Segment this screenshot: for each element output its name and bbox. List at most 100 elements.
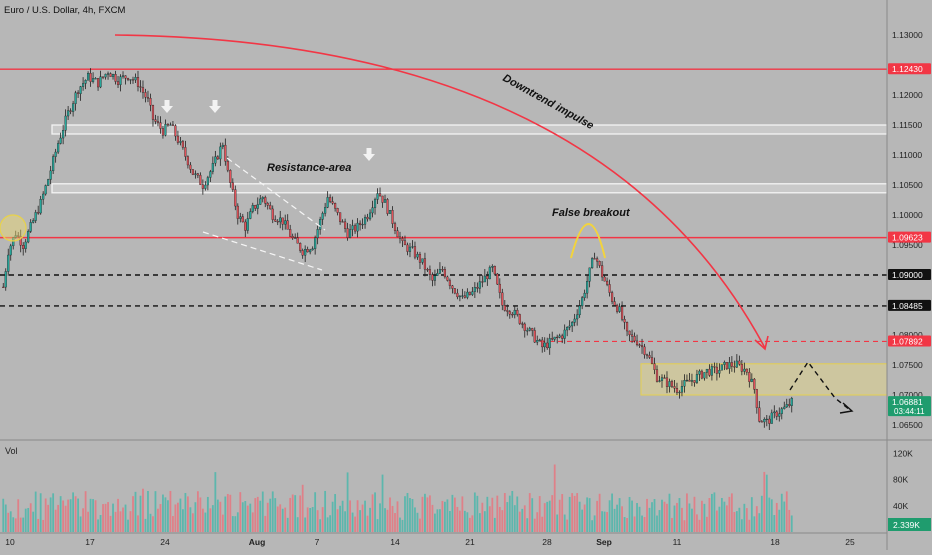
volume-bar xyxy=(72,492,75,532)
volume-current-tag xyxy=(888,518,931,531)
volume-bar xyxy=(511,490,514,532)
volume-bar xyxy=(194,502,197,532)
candle-body xyxy=(705,368,708,373)
candle-body xyxy=(418,253,422,263)
volume-bar xyxy=(206,496,209,532)
candle-body xyxy=(184,147,187,157)
price-tick-label: 1.07000 xyxy=(892,390,923,400)
volume-bar xyxy=(601,511,604,532)
candle-body xyxy=(224,144,227,162)
candle-body xyxy=(488,267,491,280)
candle-body xyxy=(790,398,793,406)
candle-body xyxy=(578,305,581,316)
candle-body xyxy=(17,235,20,237)
downtrend-arc xyxy=(114,34,766,349)
price-tick-label: 1.13000 xyxy=(892,30,923,40)
price-tick-label: 1.11000 xyxy=(892,150,922,160)
candle-body xyxy=(446,276,449,281)
volume-bar xyxy=(97,519,99,532)
volume-bar xyxy=(114,511,117,532)
volume-bar xyxy=(563,514,566,532)
volume-bar xyxy=(453,497,456,532)
candle-body xyxy=(349,229,352,238)
volume-bar xyxy=(127,519,129,532)
volume-bar xyxy=(89,498,92,532)
candle-body xyxy=(286,220,289,230)
volume-bar xyxy=(244,501,247,532)
price-tick-label: 1.07500 xyxy=(892,360,923,370)
volume-bar xyxy=(301,484,304,532)
candle-body xyxy=(291,236,294,238)
volume-bar xyxy=(391,505,394,532)
volume-bar xyxy=(681,507,683,532)
candle-body xyxy=(304,249,307,256)
candle-body xyxy=(643,346,646,355)
candle-body xyxy=(281,217,284,225)
volume-bar xyxy=(790,515,793,532)
candle-body xyxy=(613,301,616,306)
candle-body xyxy=(99,76,102,88)
candle-body xyxy=(261,197,264,200)
volume-bar xyxy=(144,518,147,532)
volume-bar xyxy=(321,507,324,532)
candle-body xyxy=(111,74,115,77)
resistance-band xyxy=(51,183,888,194)
candle-body xyxy=(625,322,629,332)
candle-body xyxy=(558,335,561,338)
arrow-marker-head xyxy=(161,106,173,113)
volume-bar xyxy=(661,499,663,532)
volume-bar xyxy=(556,514,559,532)
volume-series xyxy=(2,464,793,532)
volume-bar xyxy=(142,488,144,532)
candle-body xyxy=(266,203,269,206)
volume-bar xyxy=(506,502,509,532)
candle-body xyxy=(149,98,152,106)
candle-body xyxy=(411,246,414,248)
candle-body xyxy=(603,276,606,282)
volume-bar xyxy=(553,464,556,532)
volume-bar xyxy=(439,509,441,532)
candle-body xyxy=(22,245,25,249)
candle-body xyxy=(698,370,701,375)
candle-body xyxy=(146,97,150,99)
candle-body xyxy=(426,269,429,271)
candle-body xyxy=(710,366,713,376)
candle-body xyxy=(638,344,641,346)
volume-bar xyxy=(696,514,698,532)
volume-bar xyxy=(668,493,671,532)
price-tick-label: 1.11500 xyxy=(892,120,922,130)
candle-body xyxy=(713,366,716,368)
volume-bar xyxy=(551,495,554,532)
volume-bar xyxy=(381,474,384,532)
volume-bar xyxy=(638,506,641,532)
candle-body xyxy=(518,314,521,324)
volume-bar xyxy=(354,516,356,532)
volume-bar xyxy=(628,496,631,532)
volume-bar xyxy=(304,517,307,532)
volume-bar xyxy=(147,490,149,532)
candle-body xyxy=(109,73,112,77)
candle-body xyxy=(685,379,689,382)
candle-body xyxy=(59,137,62,144)
volume-bar xyxy=(386,509,389,532)
volume-bar xyxy=(334,494,337,532)
candle-body xyxy=(161,128,165,136)
volume-bar xyxy=(720,498,723,532)
volume-bar xyxy=(316,510,319,532)
volume-bar xyxy=(261,491,264,532)
candle-body xyxy=(69,110,72,112)
volume-bar xyxy=(271,491,274,532)
candle-body xyxy=(768,418,771,424)
resistance-band xyxy=(51,124,888,135)
price-tag-label: 1.09623 xyxy=(892,233,923,243)
volume-bar xyxy=(686,493,688,532)
candle-series xyxy=(2,68,793,430)
volume-bar xyxy=(706,516,708,532)
volume-bar xyxy=(17,499,20,532)
candle-body xyxy=(735,360,738,368)
volume-bar xyxy=(458,510,461,532)
volume-bar xyxy=(399,517,401,532)
candle-body xyxy=(648,355,651,358)
